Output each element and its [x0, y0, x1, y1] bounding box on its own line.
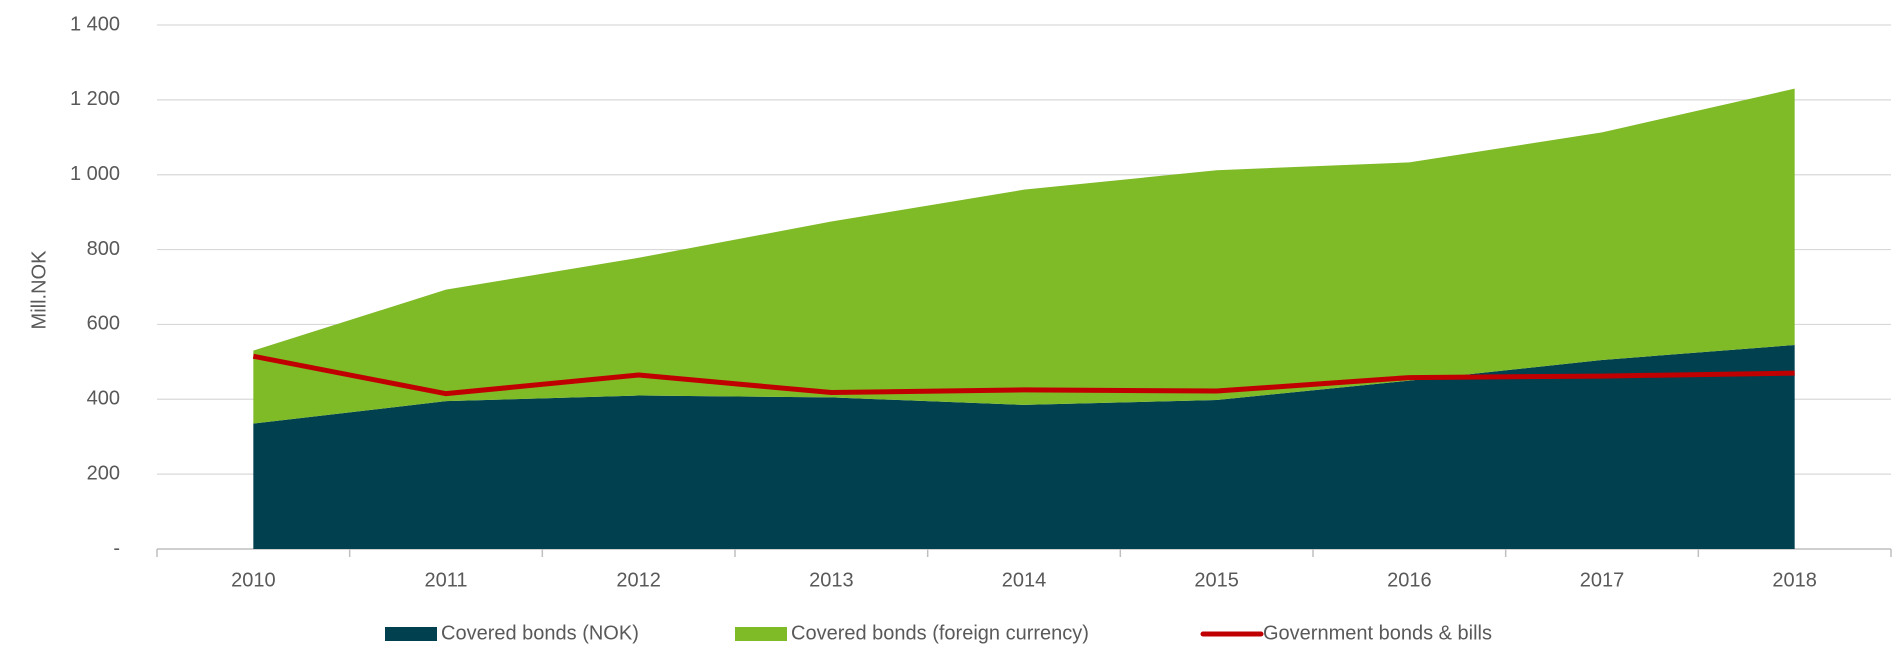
y-tick-label: 200 [87, 462, 120, 484]
y-tick-label: 1 400 [70, 13, 120, 35]
y-axis-label: Mill.NOK [28, 250, 50, 330]
y-tick-label: 1 000 [70, 163, 120, 185]
y-tick-label: - [113, 537, 120, 559]
x-tick-label: 2011 [424, 569, 467, 591]
legend-label: Covered bonds (foreign currency) [791, 622, 1089, 644]
line [252, 353, 1795, 397]
x-tick-label: 2012 [616, 569, 661, 591]
legend-label: Covered bonds (NOK) [441, 622, 639, 644]
y-tick-label: 1 200 [70, 88, 120, 110]
x-tick-label: 2015 [1194, 569, 1239, 591]
y-tick-label: 800 [87, 238, 120, 260]
y-tick-label: 600 [87, 313, 120, 335]
x-tick-label: 2016 [1387, 569, 1432, 591]
legend-label: Government bonds & bills [1263, 622, 1492, 644]
x-tick-label: 2017 [1580, 569, 1625, 591]
x-tick-label: 2010 [231, 569, 276, 591]
legend-swatch [735, 627, 787, 641]
area [253, 345, 1795, 549]
x-tick-label: 2014 [1002, 569, 1047, 591]
area [253, 88, 1795, 424]
x-tick-label: 2018 [1772, 569, 1817, 591]
x-tick-label: 2013 [809, 569, 854, 591]
legend-swatch [385, 627, 437, 641]
y-tick-label: 400 [87, 388, 120, 410]
